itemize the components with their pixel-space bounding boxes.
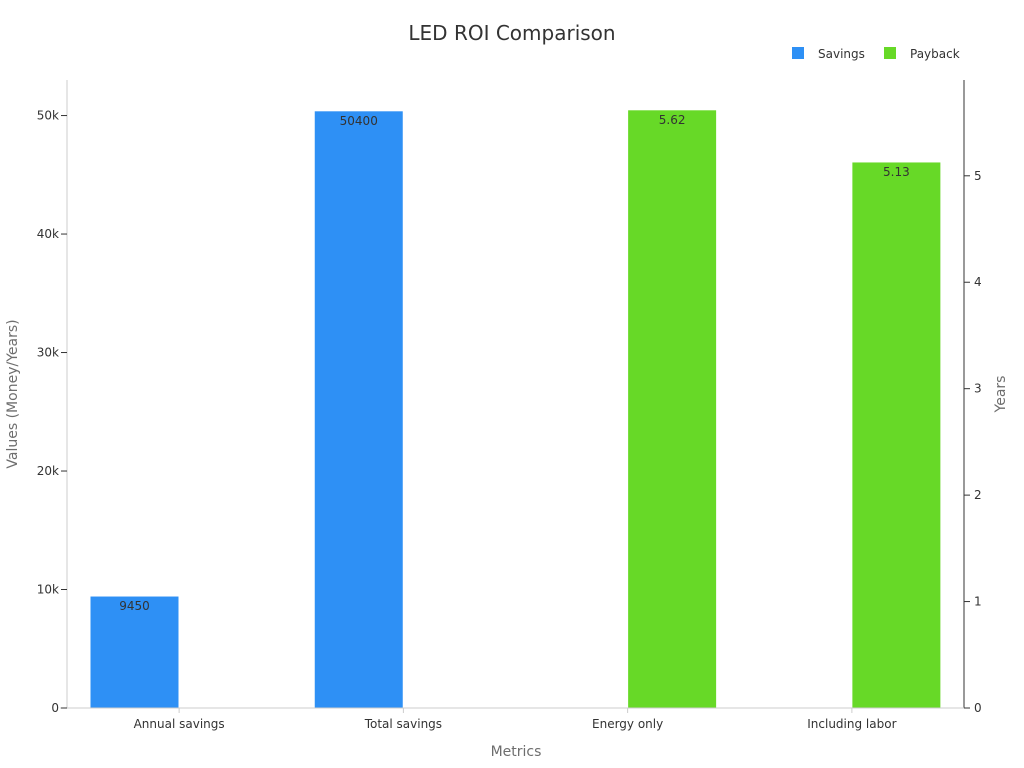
x-tick-label: Total savings [364,717,442,731]
x-axis-label: Metrics [491,744,542,760]
bar-savings [313,110,404,709]
legend-label: Savings [818,47,865,61]
bar-savings [89,595,180,709]
y-axis-label: Values (Money/Years) [5,319,21,468]
y2-tick-label: 1 [974,595,982,609]
legend-swatch [792,47,804,59]
x-tick-label: Annual savings [134,717,225,731]
y2-tick-label: 4 [974,275,982,289]
y-tick-label: 20k [37,464,59,478]
bar-value-label: 5.13 [883,165,910,179]
legend-swatch [884,47,896,59]
x-tick-label: Including labor [807,717,896,731]
y2-tick-label: 2 [974,488,982,502]
bar-value-label: 50400 [340,114,378,128]
y2-axis-label: Years [993,376,1009,414]
plot-area: 9450 50400 5.62 5.13 [89,109,942,709]
bar-value-label: 5.62 [659,113,686,127]
y-axis-ticks: 0 10k 20k 30k 40k 50k [37,109,67,715]
bar-payback [851,161,942,709]
y-tick-label: 10k [37,583,59,597]
legend-label: Payback [910,47,960,61]
y-tick-label: 50k [37,109,59,123]
legend: Savings Payback [792,47,960,61]
y2-tick-label: 3 [974,382,982,396]
y-tick-label: 30k [37,346,59,360]
x-tick-label: Energy only [592,717,663,731]
y-tick-label: 40k [37,227,59,241]
bar-value-label: 9450 [119,599,150,613]
x-axis-ticks: Annual savings Total savings Energy only In… [134,708,897,731]
y-tick-label: 0 [51,701,59,715]
y2-axis-ticks: 0 1 2 3 4 5 [964,169,982,715]
y2-tick-label: 0 [974,701,982,715]
chart-title: LED ROI Comparison [408,21,615,45]
y2-tick-label: 5 [974,169,982,183]
bar-payback [627,109,718,709]
